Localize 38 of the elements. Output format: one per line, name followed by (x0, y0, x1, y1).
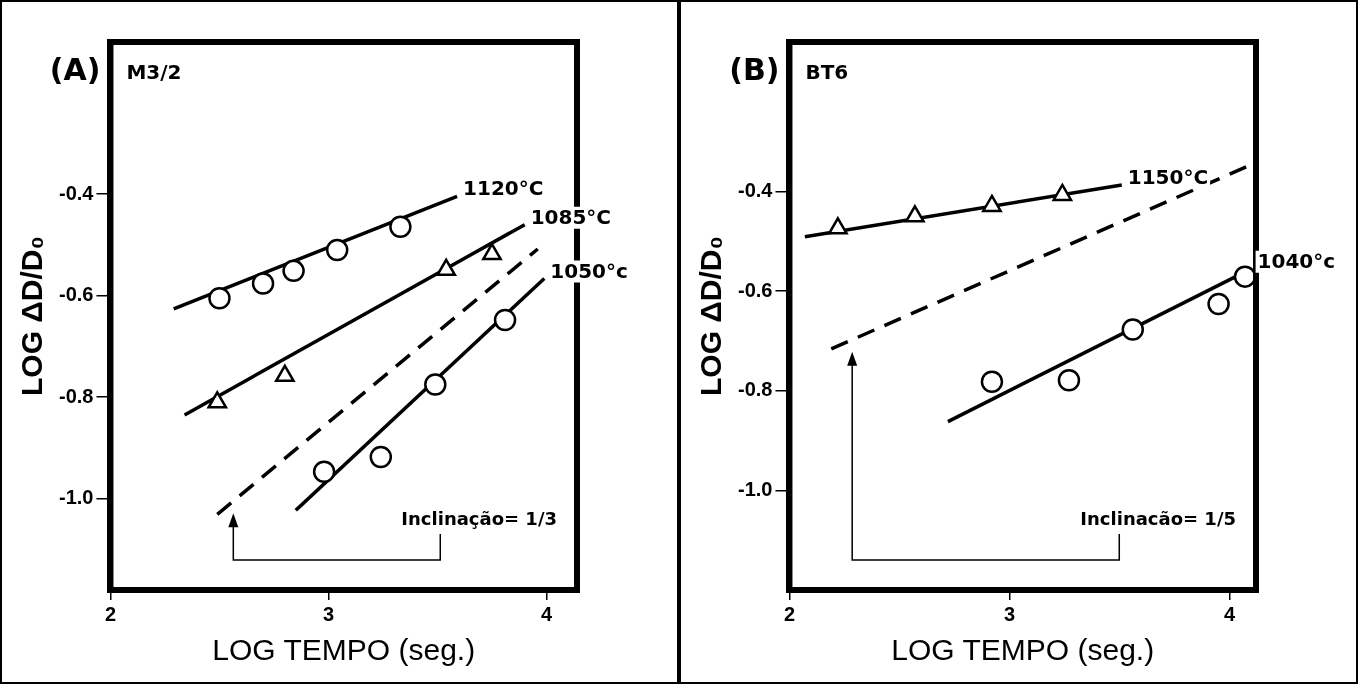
y-tick-label: -0.6 (737, 278, 773, 301)
x-tick-label: 2 (104, 602, 117, 625)
series-label: 1120°C (463, 176, 544, 201)
x-tick-label: 4 (1224, 602, 1237, 625)
annotation: Inclinação= 1/3 (401, 507, 557, 529)
y-tick-label: -0.4 (58, 181, 95, 204)
y-tick-label: -0.4 (737, 178, 774, 201)
y-tick-label: -0.6 (58, 283, 94, 306)
x-axis-title: LOG TEMPO (seg.) (212, 633, 476, 667)
series-label: 1085°C (530, 204, 612, 229)
y-tick-label: -0.8 (58, 384, 94, 407)
x-tick-label: 4 (540, 602, 553, 625)
x-tick-label: 2 (783, 602, 796, 625)
point (251, 272, 275, 295)
text: BT6 (805, 60, 849, 85)
y-axis-title: LOG ΔD/D₀ (15, 235, 49, 397)
point (325, 238, 349, 262)
series-label: 1040°c (1257, 248, 1336, 273)
y-axis-title: LOG ΔD/D₀ (694, 235, 728, 397)
text: M3/2 (126, 60, 182, 85)
x-tick-label: 3 (1003, 602, 1016, 625)
x-tick-label: 3 (322, 602, 335, 625)
point (424, 373, 447, 396)
y-tick-label: -1.0 (737, 477, 773, 500)
point (208, 286, 231, 310)
chart-title: (A) (49, 51, 101, 87)
point (493, 308, 517, 332)
point (282, 259, 305, 283)
point (369, 445, 393, 469)
y-tick-label: -1.0 (58, 486, 94, 509)
point (389, 215, 412, 238)
chart-title: (B) (729, 51, 780, 87)
x-axis-title: LOG TEMPO (seg.) (891, 633, 1155, 667)
y-tick-label: -0.8 (737, 378, 773, 401)
point (312, 460, 336, 484)
series-label: 1050°c (550, 258, 628, 283)
annotation: Inclinacão= 1/5 (1080, 507, 1236, 529)
series-label: 1150°C (1127, 165, 1209, 190)
